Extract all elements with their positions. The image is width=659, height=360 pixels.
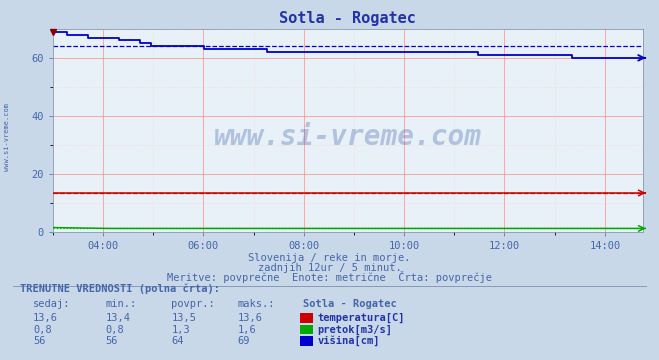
Text: temperatura[C]: temperatura[C]: [318, 313, 405, 323]
Text: 64: 64: [171, 336, 184, 346]
Text: 13,6: 13,6: [237, 313, 262, 323]
Text: maks.:: maks.:: [237, 300, 275, 310]
Text: 69: 69: [237, 336, 250, 346]
Text: sedaj:: sedaj:: [33, 300, 71, 310]
Text: zadnjih 12ur / 5 minut.: zadnjih 12ur / 5 minut.: [258, 263, 401, 273]
Text: 13,5: 13,5: [171, 313, 196, 323]
Text: www.si-vreme.com: www.si-vreme.com: [214, 123, 482, 150]
Text: 1,6: 1,6: [237, 325, 256, 335]
Title: Sotla - Rogatec: Sotla - Rogatec: [279, 11, 416, 26]
Text: Sotla - Rogatec: Sotla - Rogatec: [303, 300, 397, 310]
Text: 13,4: 13,4: [105, 313, 130, 323]
Text: Meritve: povprečne  Enote: metrične  Črta: povprečje: Meritve: povprečne Enote: metrične Črta:…: [167, 271, 492, 283]
Text: 0,8: 0,8: [105, 325, 124, 335]
Text: višina[cm]: višina[cm]: [318, 336, 380, 346]
Text: 0,8: 0,8: [33, 325, 51, 335]
Text: Slovenija / reke in morje.: Slovenija / reke in morje.: [248, 253, 411, 263]
Text: pretok[m3/s]: pretok[m3/s]: [318, 325, 393, 335]
Text: 13,6: 13,6: [33, 313, 58, 323]
Text: www.si-vreme.com: www.si-vreme.com: [4, 103, 10, 171]
Text: povpr.:: povpr.:: [171, 300, 215, 310]
Text: min.:: min.:: [105, 300, 136, 310]
Text: 1,3: 1,3: [171, 325, 190, 335]
Text: TRENUTNE VREDNOSTI (polna črta):: TRENUTNE VREDNOSTI (polna črta):: [20, 284, 219, 294]
Text: 56: 56: [105, 336, 118, 346]
Text: 56: 56: [33, 336, 45, 346]
